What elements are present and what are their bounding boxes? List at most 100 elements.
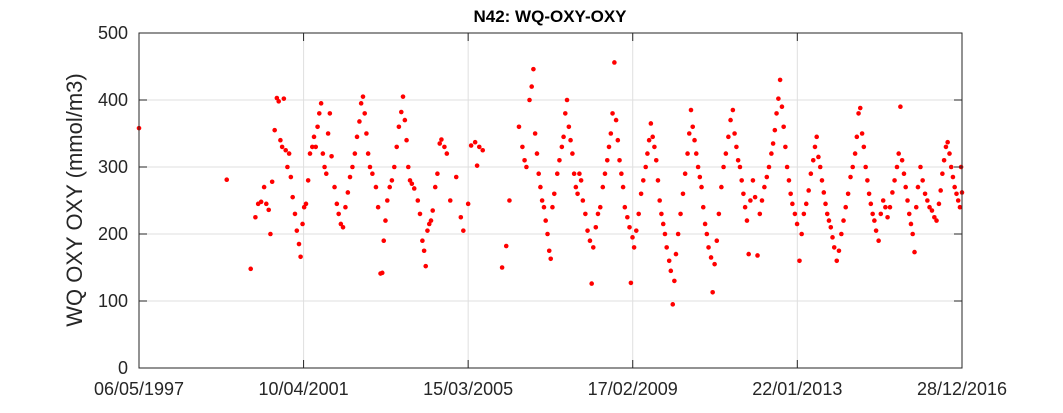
data-point [680, 191, 686, 197]
data-point [732, 131, 737, 136]
data-point [890, 190, 895, 195]
data-point [799, 231, 804, 237]
data-point [534, 151, 540, 156]
data-point [472, 139, 478, 145]
data-point [415, 198, 421, 203]
data-point [529, 84, 534, 89]
data-point [742, 204, 748, 210]
data-point [685, 151, 690, 156]
data-point [772, 127, 778, 133]
data-point [645, 151, 650, 156]
y-tick-label: 300 [98, 157, 128, 177]
data-point [458, 214, 464, 220]
data-point [719, 184, 724, 190]
data-point [826, 218, 832, 223]
data-point [774, 111, 779, 116]
data-point [608, 131, 614, 136]
data-point [373, 184, 379, 190]
data-point [957, 204, 963, 210]
data-point [595, 211, 601, 217]
data-point [421, 248, 427, 254]
data-point [627, 225, 632, 230]
data-point [285, 164, 290, 170]
data-point [950, 174, 956, 180]
data-point [706, 245, 711, 250]
data-point [474, 163, 480, 168]
data-point [659, 211, 664, 217]
data-point [821, 190, 827, 195]
data-point [803, 201, 809, 207]
data-point [628, 280, 634, 286]
data-point [690, 124, 696, 130]
data-point [918, 164, 923, 170]
data-point [274, 95, 280, 101]
data-point [587, 238, 593, 243]
data-point [294, 228, 300, 233]
data-point [880, 198, 886, 203]
data-point [444, 151, 450, 156]
data-point [323, 171, 329, 176]
y-tick-labels: 0 100 200 300 400 500 [98, 23, 128, 378]
data-point [589, 281, 594, 286]
data-point [823, 201, 828, 207]
data-point [311, 134, 317, 140]
data-point [340, 225, 346, 230]
data-point [892, 178, 897, 183]
data-point [298, 254, 303, 260]
data-point [947, 151, 952, 156]
data-point [461, 228, 466, 233]
data-point [912, 249, 917, 255]
data-point [590, 245, 596, 250]
data-point [276, 99, 281, 104]
data-point [610, 111, 615, 116]
data-point [224, 177, 230, 183]
data-point [872, 218, 877, 223]
data-point [817, 164, 823, 170]
data-point [797, 258, 802, 264]
data-point [700, 204, 706, 210]
data-point [794, 221, 800, 227]
data-point [480, 147, 486, 153]
data-point [303, 201, 309, 207]
data-point [551, 191, 557, 197]
data-point [810, 158, 816, 163]
data-point [258, 199, 264, 205]
data-point [253, 214, 258, 220]
data-point [394, 144, 400, 150]
data-point [678, 211, 683, 217]
data-point [757, 211, 763, 217]
data-point [524, 164, 529, 170]
data-point [640, 178, 646, 183]
data-point [728, 117, 733, 123]
data-point [622, 204, 628, 210]
y-tick-label: 200 [98, 224, 128, 244]
data-point [593, 225, 599, 230]
data-point [735, 158, 741, 163]
data-point [839, 231, 844, 237]
data-point [876, 238, 881, 243]
data-point [585, 228, 590, 233]
data-point [777, 77, 783, 83]
data-point [354, 134, 360, 140]
data-point [281, 96, 287, 101]
data-point [905, 198, 910, 203]
data-point [577, 171, 582, 176]
data-point [305, 178, 311, 183]
data-point [630, 235, 635, 240]
data-point [913, 204, 919, 210]
data-point [863, 164, 868, 170]
data-point [554, 171, 560, 176]
data-point [398, 109, 404, 115]
data-point [812, 144, 818, 150]
data-point [920, 178, 925, 183]
data-point [389, 178, 395, 183]
data-point [693, 151, 699, 156]
data-point [617, 158, 622, 163]
x-tick-label: 10/04/2001 [259, 379, 349, 399]
data-point [737, 164, 743, 170]
data-point [439, 137, 444, 142]
data-point [759, 198, 765, 203]
x-tick-label: 06/05/1997 [94, 379, 184, 399]
data-point [343, 204, 348, 210]
data-point [336, 211, 341, 217]
